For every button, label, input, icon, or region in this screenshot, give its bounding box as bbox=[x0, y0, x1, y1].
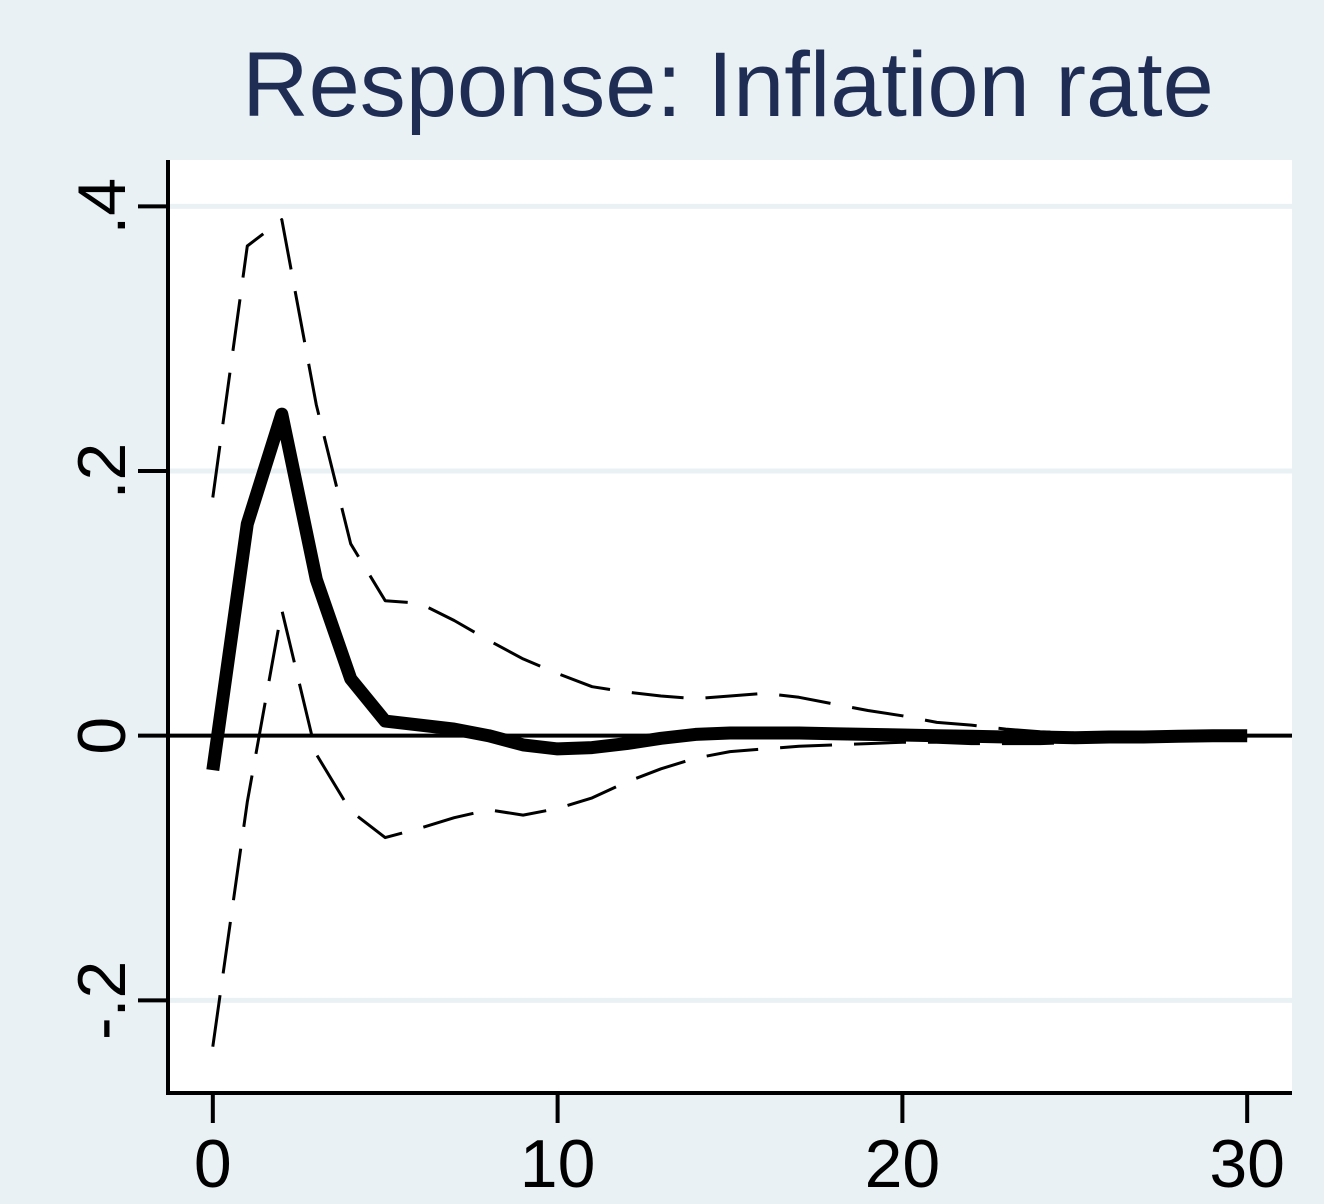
lower-confidence-band-line bbox=[211, 608, 1248, 1047]
plot-area bbox=[168, 160, 1292, 1093]
gridlines bbox=[168, 203, 1292, 1003]
y-axis-ticks: -.2 0 .2 .4 bbox=[64, 178, 168, 1040]
series-layer bbox=[206, 218, 1248, 1047]
x-tick-label-1: 10 bbox=[520, 1126, 596, 1202]
x-tick-label-2: 20 bbox=[865, 1126, 941, 1202]
x-tick-label-3: 30 bbox=[1209, 1126, 1285, 1202]
y-tick-label-1: 0 bbox=[64, 717, 140, 755]
y-tick-label-2: .2 bbox=[64, 443, 140, 500]
impulse-response-line bbox=[206, 407, 1248, 772]
y-tick-label-0: -.2 bbox=[64, 961, 140, 1040]
chart-title: Response: Inflation rate bbox=[242, 34, 1214, 136]
y-tick-label-3: .4 bbox=[64, 178, 140, 235]
x-axis-ticks: 0 10 20 30 bbox=[194, 1093, 1285, 1202]
x-tick-label-0: 0 bbox=[194, 1126, 232, 1202]
